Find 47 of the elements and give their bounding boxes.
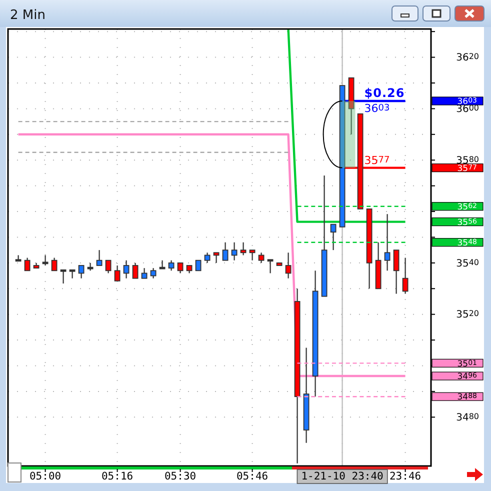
candlestick [222,242,228,261]
x-tick-label: 05:30 [164,470,196,482]
candlestick [204,252,210,264]
candlestick [123,260,130,279]
candlestick [132,262,138,279]
candlestick [384,214,390,272]
candlestick [168,260,174,272]
chart-title: 2 Min [10,8,46,23]
candlestick [213,252,220,264]
candlestick [285,252,292,279]
y-tick-label: 35$^{01}$ [457,358,477,370]
candlestick [393,250,400,294]
annotation: $0.26 [364,86,405,100]
candlestick [51,257,58,272]
candlestick [240,242,246,256]
y-tick-label: 36$^{20}$ [456,52,479,64]
candlestick [177,262,184,274]
candlestick [330,224,336,251]
y-tick-label: 34$^{88}$ [457,392,477,403]
candlestick [249,250,256,261]
candlestick [195,260,202,272]
candlestick [78,264,84,279]
y-tick-label: 35$^{40}$ [456,258,479,270]
candlestick [42,254,48,266]
x-tick-label: 05:16 [101,470,134,482]
candlestick [114,264,120,282]
candlestick [402,257,408,294]
candlestick [60,269,66,284]
y-tick-label: 35$^{56}$ [457,217,478,228]
candlestick [105,260,112,274]
x-tick-label: 05:00 [29,470,62,482]
y-tick-label: 35$^{48}$ [457,238,477,248]
candlestick [150,268,156,279]
y-tick-label: 35$^{77}$ [457,163,477,174]
candlestick [141,268,148,279]
y-tick-label: 35$^{20}$ [456,309,479,321]
candlestick [258,252,264,264]
y-tick-label: 34$^{96}$ [457,372,478,382]
candlestick [267,259,274,274]
candlestick [231,242,238,261]
y-tick-label: 34$^{80}$ [456,412,479,424]
candlestick [96,250,102,266]
x-tick-label: 23:46 [389,470,422,482]
x-tick-label: 1-21-10 23:40 [301,470,384,482]
y-tick-label: 35$^{62}$ [457,202,477,212]
candlestick [24,257,30,272]
x-tick-label: 05:46 [236,470,268,482]
